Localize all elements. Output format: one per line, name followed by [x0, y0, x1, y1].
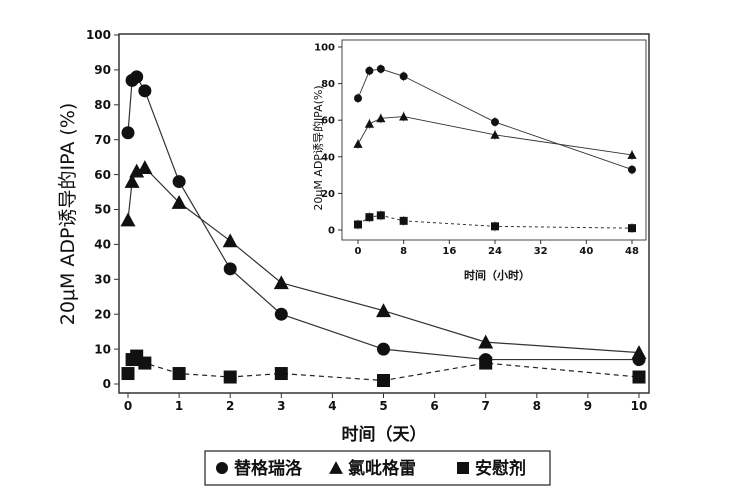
inset-x-tick-label: 48	[625, 246, 639, 257]
inset-placebo-point	[628, 224, 636, 233]
main-clopidogrel-point	[631, 345, 647, 359]
main-y-tick-label: 100	[86, 28, 111, 42]
legend-box	[204, 450, 551, 486]
inset-placebo-line	[357, 214, 633, 229]
inset-placebo-point	[365, 213, 374, 222]
main-clopidogrel-point	[478, 334, 494, 349]
inset-x-tick-label: 40	[579, 246, 593, 257]
inset-placebo-point	[491, 222, 499, 231]
main-y-tick-label: 20	[94, 307, 111, 321]
main-x-tick-label: 1	[175, 399, 183, 413]
inset-clopidogrel-point	[376, 113, 386, 123]
inset-ticagrelor-point	[628, 165, 636, 174]
main-ticagrelor-point	[172, 175, 186, 189]
main-placebo-point	[274, 367, 288, 381]
inset-y-tick-label: 0	[328, 226, 335, 237]
main-clopidogrel-point	[137, 160, 153, 174]
main-y-tick-label: 50	[94, 203, 111, 217]
inset-x-tick-label: 16	[442, 246, 456, 257]
main-placebo-point	[632, 370, 646, 384]
main-x-tick-label: 10	[631, 399, 648, 413]
main-x-tick-label: 6	[430, 399, 438, 413]
inset-ticagrelor-point	[354, 94, 362, 103]
main-ticagrelor-point	[138, 84, 152, 98]
main-x-axis-label: 时间（天）	[342, 424, 427, 445]
main-placebo-point	[223, 370, 237, 384]
main-clopidogrel-point	[171, 195, 187, 209]
main-clopidogrel-point	[129, 163, 145, 178]
main-y-tick-label: 10	[94, 342, 111, 356]
inset-placebo-point	[399, 216, 408, 225]
main-clopidogrel-point	[120, 212, 136, 227]
main-clopidogrel-point	[376, 303, 391, 318]
main-y-tick-label: 90	[94, 63, 111, 77]
main-y-tick-label: 30	[94, 273, 111, 287]
main-x-tick-label: 5	[379, 399, 387, 413]
main-x-tick-label: 8	[533, 399, 541, 413]
inset-ticagrelor-point	[491, 118, 499, 127]
inset-clopidogrel-point	[627, 150, 637, 159]
main-x-tick-label: 4	[328, 399, 336, 413]
main-ticagrelor-point	[223, 262, 237, 276]
inset-y-tick-label: 100	[314, 43, 335, 54]
main-y-tick-label: 40	[94, 238, 111, 252]
main-placebo-point	[138, 356, 152, 370]
main-placebo-point	[121, 367, 135, 381]
main-y-tick-label: 0	[103, 377, 111, 391]
inset-ticagrelor-line	[357, 68, 633, 171]
inset-y-axis-label: 20μM ADP诱导的IPA(%)	[311, 85, 325, 210]
inset-clopidogrel-point	[399, 111, 409, 121]
inset-y-tick-label: 80	[321, 79, 335, 90]
legend-ticagrelor-marker	[216, 462, 228, 474]
inset-x-tick-label: 0	[355, 246, 362, 257]
inset-x-tick-label: 8	[400, 246, 407, 257]
inset-placebo-point	[376, 211, 385, 220]
inset-ticagrelor-point	[376, 64, 385, 73]
inset-y-tick-label: 60	[321, 116, 335, 127]
main-clopidogrel-point	[222, 233, 238, 248]
main-clopidogrel-point	[273, 275, 289, 290]
inset-x-tick-label: 32	[534, 246, 548, 257]
main-ticagrelor-point	[377, 342, 390, 356]
inset-plot-frame	[341, 39, 647, 241]
inset-x-axis-label: 时间（小时）	[464, 268, 530, 282]
main-y-tick-label: 70	[94, 133, 111, 147]
main-placebo-point	[479, 356, 493, 370]
main-ticagrelor-point	[274, 307, 288, 321]
main-ticagrelor-point	[121, 126, 135, 140]
inset-y-tick-label: 20	[321, 189, 335, 200]
main-placebo-point	[172, 367, 186, 381]
inset-placebo-point	[354, 220, 362, 229]
main-ticagrelor-point	[130, 70, 144, 84]
main-x-tick-label: 2	[226, 399, 234, 413]
main-y-axis-label: 20μM ADP诱导的IPA (%)	[57, 103, 79, 326]
inset-ticagrelor-point	[399, 72, 408, 81]
main-x-tick-label: 9	[584, 399, 592, 413]
legend-ticagrelor-label: 替格瑞洛	[234, 458, 303, 479]
inset-clopidogrel-point	[353, 139, 363, 148]
main-y-tick-label: 60	[94, 168, 111, 182]
inset-clopidogrel-point	[364, 119, 375, 128]
legend-placebo-marker	[457, 462, 469, 474]
main-x-tick-label: 3	[277, 399, 285, 413]
main-placebo-line	[127, 355, 640, 382]
legend-clopidogrel-marker	[329, 461, 343, 474]
main-x-tick-label: 7	[482, 399, 490, 413]
legend-clopidogrel-label: 氯吡格雷	[348, 458, 416, 479]
main-x-tick-label: 0	[124, 399, 132, 413]
main-placebo-point	[377, 374, 390, 388]
main-y-tick-label: 80	[94, 98, 111, 112]
legend-placebo-label: 安慰剂	[475, 458, 526, 479]
inset-clopidogrel-point	[490, 130, 500, 139]
inset-x-tick-label: 24	[488, 246, 502, 257]
main-clopidogrel-point	[124, 174, 140, 188]
inset-ticagrelor-point	[365, 66, 374, 75]
inset-y-tick-label: 40	[321, 152, 335, 163]
